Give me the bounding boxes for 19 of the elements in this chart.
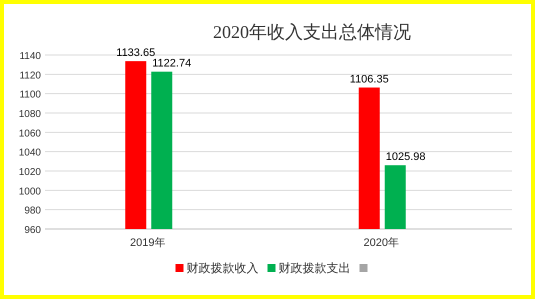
data-label: 1133.65: [116, 47, 156, 60]
y-tick-label: 1080: [18, 109, 42, 120]
y-tick-label: 1100: [19, 90, 42, 101]
data-label: 1025.98: [386, 151, 426, 164]
y-tick-label: 960: [24, 225, 42, 236]
data-label: 1106.35: [350, 74, 389, 86]
x-tick-label: 2020年: [364, 237, 399, 249]
y-tick-label: 980: [24, 206, 42, 217]
data-label: 1122.74: [152, 58, 192, 70]
legend-label: 财政拨款支出: [278, 261, 350, 275]
y-tick-label: 1020: [18, 167, 42, 178]
y-tick-label: 1000: [18, 186, 42, 198]
y-tick-label: 1140: [19, 51, 42, 62]
y-tick-label: 1120: [19, 70, 42, 82]
y-tick-label: 1060: [18, 128, 42, 140]
x-tick-label: 2019年: [130, 237, 166, 249]
legend-label: 财政拨款收入: [186, 261, 258, 275]
chart-title: 2020年收入支出总体情况: [213, 22, 411, 42]
y-tick-label: 1040: [18, 148, 42, 159]
